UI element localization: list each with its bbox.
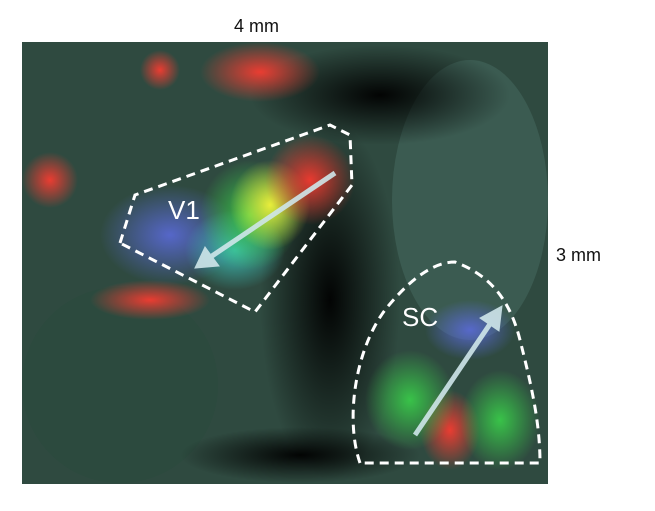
scale-label-vertical: 3 mm — [556, 245, 601, 265]
region-label-v1: V1 — [168, 195, 200, 225]
v1-outline — [118, 123, 354, 314]
region-label-sc: SC — [402, 302, 439, 332]
sc-outline — [351, 260, 542, 465]
v1-arrow — [194, 170, 337, 269]
sc-arrow — [412, 305, 503, 437]
scale-label-horizontal: 4 mm — [234, 16, 279, 36]
